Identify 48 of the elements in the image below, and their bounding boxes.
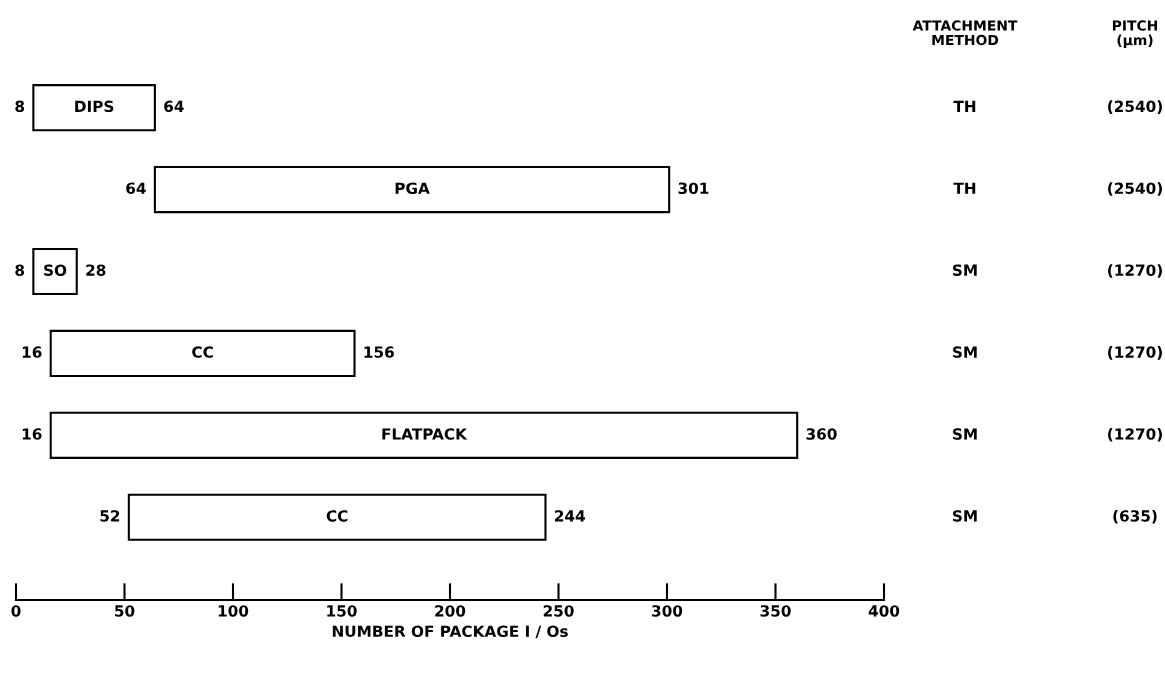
x-tick-label: 50 [115,605,135,617]
annotation: 52 [100,510,120,522]
y-tick-label: PGA [395,182,430,195]
annotation: 301 [678,182,709,195]
x-tick-label: 200 [435,605,466,617]
bar [49,329,356,377]
text: SM [952,346,977,358]
annotation: 8 [15,100,25,113]
text: ATTACHMENT METHOD [912,20,1018,46]
annotation: 244 [555,510,585,522]
annotation: 64 [126,182,146,195]
text: (635) [1113,509,1157,524]
text: (2540) [1108,100,1162,114]
y-tick-label: CC [192,346,213,358]
text: SM [952,428,977,440]
text: PITCH (μm) [1112,20,1158,48]
bar [153,166,671,214]
text: SM [952,264,977,276]
text: SM [952,510,977,522]
bar [127,493,547,541]
x-tick-label: 350 [760,605,791,617]
y-tick-label: FLATPACK [382,428,468,440]
y-tick-label: CC [326,510,348,522]
annotation: 28 [86,264,106,276]
text: (1270) [1108,427,1162,442]
annotation: 64 [164,100,184,113]
annotation: 156 [364,346,394,358]
bar [32,247,78,296]
y-tick-label: DIPS [75,100,114,113]
x-tick-label: 0 [11,605,21,617]
x-axis-title: NUMBER OF PACKAGE I / Os [332,625,568,639]
text: (1270) [1108,346,1162,360]
x-tick-label: 100 [218,605,249,617]
x-tick-label: 300 [652,605,683,617]
annotation: 360 [806,428,837,440]
annotation: 16 [22,428,42,440]
annotation: 16 [22,346,42,358]
x-tick-label: 400 [868,605,900,617]
text: TH [953,182,976,194]
text: TH [953,100,976,112]
bar [32,84,156,132]
annotation: 8 [15,264,25,276]
y-tick-label: SO [44,264,67,276]
x-tick-label: 150 [327,605,357,617]
bar [49,411,799,459]
text: (1270) [1108,264,1162,278]
x-tick-label: 250 [543,605,574,617]
text: (2540) [1108,182,1162,196]
